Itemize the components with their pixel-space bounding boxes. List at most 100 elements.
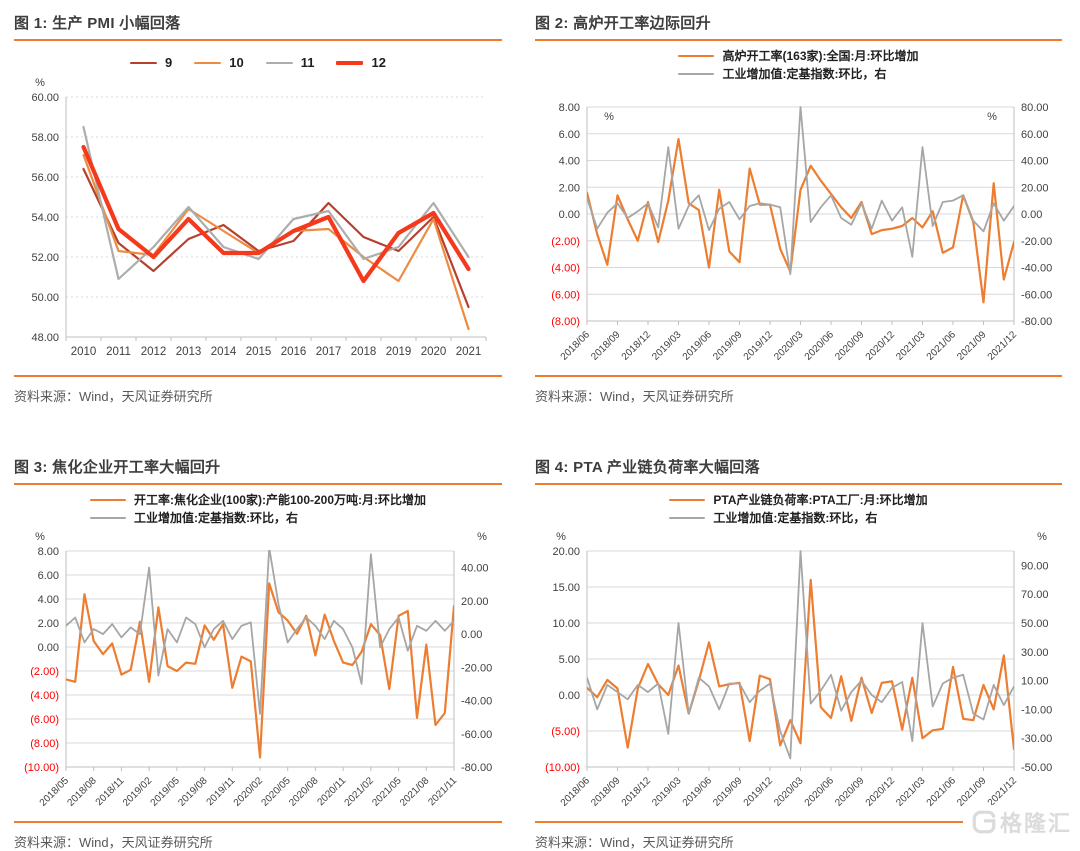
svg-text:8.00: 8.00 <box>559 102 580 114</box>
footer-rule <box>535 821 1062 823</box>
svg-text:60.00: 60.00 <box>1021 129 1049 141</box>
svg-text:6.00: 6.00 <box>559 129 580 141</box>
svg-text:2.00: 2.00 <box>559 182 580 194</box>
legend-label: 工业增加值:定基指数:环比，右 <box>133 511 298 525</box>
legend-line-swatch <box>89 517 126 519</box>
svg-text:2020/02: 2020/02 <box>232 775 266 809</box>
svg-text:-40.00: -40.00 <box>461 696 492 708</box>
svg-text:2014: 2014 <box>211 346 237 358</box>
svg-text:2013: 2013 <box>176 346 202 358</box>
svg-text:2018/08: 2018/08 <box>65 775 99 809</box>
svg-text:60.00: 60.00 <box>31 92 59 104</box>
legend-label: PTA产业链负荷率:PTA工厂:月:环比增加 <box>713 493 928 507</box>
title-underline <box>14 39 502 41</box>
svg-text:2018/09: 2018/09 <box>589 329 623 363</box>
svg-text:52.00: 52.00 <box>31 252 59 264</box>
svg-text:2021/06: 2021/06 <box>925 329 959 363</box>
svg-text:%: % <box>1037 531 1047 543</box>
legend-label: 9 <box>165 55 173 70</box>
svg-text:2012: 2012 <box>141 346 167 358</box>
svg-text:4.00: 4.00 <box>38 594 59 606</box>
svg-text:-80.00: -80.00 <box>1021 316 1052 328</box>
svg-text:(4.00): (4.00) <box>30 690 59 702</box>
svg-text:2020/09: 2020/09 <box>833 775 867 809</box>
svg-text:0.00: 0.00 <box>461 629 482 641</box>
legend-line-swatch <box>678 54 715 58</box>
svg-text:2020/06: 2020/06 <box>803 329 837 363</box>
svg-text:2021/11: 2021/11 <box>426 775 459 808</box>
svg-text:54.00: 54.00 <box>31 212 59 224</box>
svg-text:30.00: 30.00 <box>1021 647 1049 659</box>
svg-text:2018: 2018 <box>351 346 377 358</box>
chart-coking-rate: 开工率:焦化企业(100家):产能100-200万吨:月:环比增加 工业增加值:定… <box>14 491 502 819</box>
svg-text:58.00: 58.00 <box>31 132 59 144</box>
chart-canvas: 20.00 15.00 10.00 5.00 0.00 (5.00) (10.00) 90.0… <box>545 531 1052 809</box>
svg-text:(5.00): (5.00) <box>551 726 580 738</box>
chart-legend: 9 10 11 12 <box>14 53 502 73</box>
svg-text:0.00: 0.00 <box>559 209 580 221</box>
svg-text:2021/12: 2021/12 <box>986 329 1020 363</box>
svg-text:2021/03: 2021/03 <box>894 329 928 363</box>
svg-text:2018/09: 2018/09 <box>589 775 623 809</box>
svg-text:2019/12: 2019/12 <box>742 329 776 363</box>
svg-text:90.00: 90.00 <box>1021 560 1049 572</box>
svg-text:2020/03: 2020/03 <box>772 775 806 809</box>
svg-text:%: % <box>987 111 997 123</box>
legend-label: 开工率:焦化企业(100家):产能100-200万吨:月:环比增加 <box>133 493 427 507</box>
legend-label: 工业增加值:定基指数:环比，右 <box>722 67 887 81</box>
svg-text:2010: 2010 <box>71 346 97 358</box>
svg-text:48.00: 48.00 <box>31 332 59 344</box>
svg-text:20.00: 20.00 <box>1021 182 1049 194</box>
svg-text:2019/09: 2019/09 <box>711 329 745 363</box>
legend-item: 9 <box>130 53 172 73</box>
svg-text:2021/09: 2021/09 <box>955 775 989 809</box>
chart-legend: 开工率:焦化企业(100家):产能100-200万吨:月:环比增加 工业增加值:定… <box>89 491 427 527</box>
chart-canvas: 8.00 6.00 4.00 2.00 0.00 (2.00) (4.00) (6.00) (8… <box>24 531 492 809</box>
svg-text:2011: 2011 <box>106 346 131 358</box>
svg-text:8.00: 8.00 <box>38 546 59 558</box>
chart-pta-load: PTA产业链负荷率:PTA工厂:月:环比增加 工业增加值:定基指数:环比，右 20.… <box>535 491 1062 819</box>
svg-text:-60.00: -60.00 <box>461 729 492 741</box>
svg-text:2020/06: 2020/06 <box>803 775 837 809</box>
svg-text:2.00: 2.00 <box>38 618 59 630</box>
svg-text:(8.00): (8.00) <box>30 738 59 750</box>
figure-title: 图 1: 生产 PMI 小幅回落 <box>14 15 181 32</box>
svg-text:56.00: 56.00 <box>31 172 59 184</box>
svg-text:2021: 2021 <box>456 346 482 358</box>
svg-text:2019/06: 2019/06 <box>681 775 715 809</box>
chart-legend: PTA产业链负荷率:PTA工厂:月:环比增加 工业增加值:定基指数:环比，右 <box>669 491 928 527</box>
series-line <box>81 144 471 283</box>
svg-text:0.00: 0.00 <box>559 690 580 702</box>
svg-text:-50.00: -50.00 <box>1021 762 1052 774</box>
series-line <box>82 167 470 308</box>
chart-blast-furnace: 高炉开工率(163家):全国:月:环比增加 工业增加值:定基指数:环比，右 8.00… <box>535 47 1062 373</box>
svg-text:2019/03: 2019/03 <box>650 329 684 363</box>
svg-text:(2.00): (2.00) <box>551 236 580 248</box>
svg-text:2019: 2019 <box>386 346 412 358</box>
svg-text:2019/03: 2019/03 <box>650 775 684 809</box>
svg-text:40.00: 40.00 <box>1021 156 1049 168</box>
svg-text:2016: 2016 <box>281 346 307 358</box>
svg-text:2021/08: 2021/08 <box>398 775 432 809</box>
title-underline <box>535 39 1062 41</box>
svg-text:2018/12: 2018/12 <box>620 775 654 809</box>
source-note: 资料来源：Wind，天风证券研究所 <box>14 835 213 850</box>
footer-rule <box>535 375 1062 377</box>
svg-text:2021/03: 2021/03 <box>894 775 928 809</box>
svg-text:-20.00: -20.00 <box>461 662 492 674</box>
svg-text:2020/03: 2020/03 <box>772 329 806 363</box>
svg-text:(6.00): (6.00) <box>551 289 580 301</box>
gelonghui-logo-text: 格隆汇 <box>999 811 1072 836</box>
chart-pmi-production: 9 10 11 12 60.00 58.00 56.00 54.00 52.00 50.00 48.… <box>14 53 502 373</box>
svg-text:2018/12: 2018/12 <box>620 329 654 363</box>
svg-text:-10.00: -10.00 <box>1021 704 1052 716</box>
gelonghui-logo: 格隆汇 <box>962 805 1076 839</box>
legend-line-swatch <box>669 517 706 519</box>
series-line <box>587 550 1014 760</box>
figure-title: 图 2: 高炉开工率边际回升 <box>535 15 711 32</box>
series-line <box>82 125 470 280</box>
footer-rule <box>14 821 502 823</box>
figure-panel-1: 图 1: 生产 PMI 小幅回落 9 10 11 12 60.00 58.00 56.00 5… <box>14 12 502 405</box>
figure-panel-4: 图 4: PTA 产业链负荷率大幅回落 PTA产业链负荷率:PTA工厂:月:环比… <box>535 456 1062 851</box>
